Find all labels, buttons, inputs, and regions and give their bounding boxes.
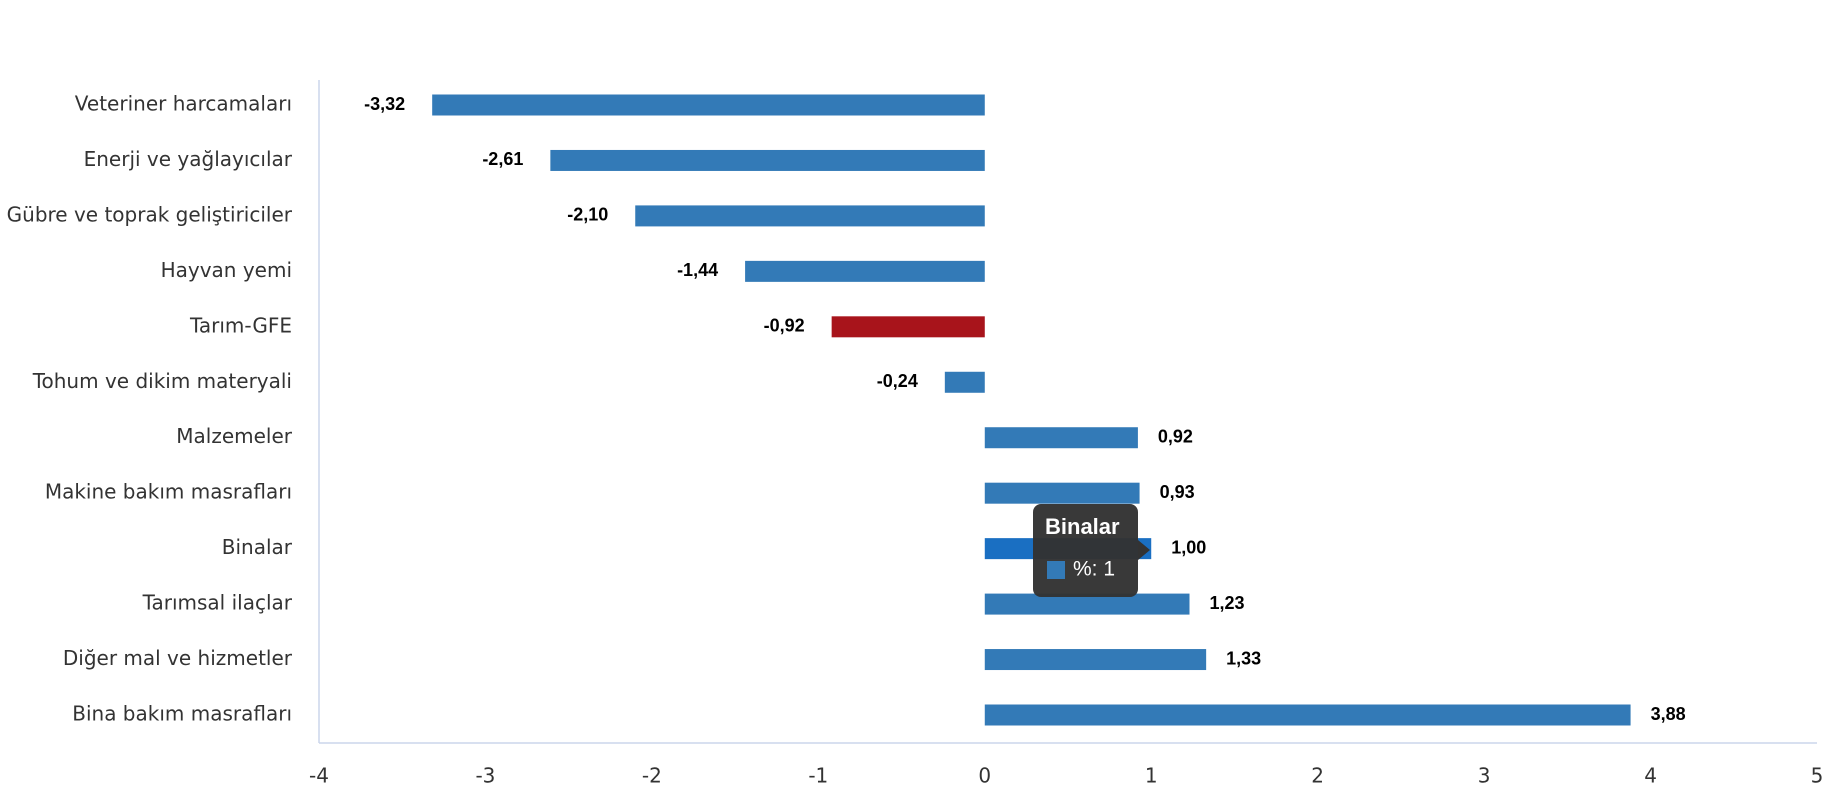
- value-label: -3,32: [364, 94, 405, 114]
- value-label: 0,92: [1158, 426, 1193, 446]
- bar: [635, 205, 985, 227]
- category-label: Veteriner harcamaları: [75, 92, 292, 116]
- value-label: 1,00: [1171, 537, 1206, 557]
- value-label: -0,24: [877, 371, 918, 391]
- x-tick-label: 5: [1811, 764, 1824, 788]
- bar: [831, 316, 985, 338]
- tooltip: Binalar %: 1: [1033, 504, 1150, 597]
- x-tick-label: -1: [808, 764, 828, 788]
- tooltip-label: %: 1: [1073, 558, 1115, 581]
- value-label: 0,93: [1160, 482, 1195, 502]
- category-label: Enerji ve yağlayıcılar: [84, 147, 293, 171]
- tooltip-swatch: [1047, 561, 1065, 579]
- category-label: Tarımsal ilaçlar: [142, 591, 293, 615]
- x-tick-label: 1: [1145, 764, 1158, 788]
- bar: [944, 371, 985, 393]
- x-tick-label: 2: [1311, 764, 1324, 788]
- value-label: -2,10: [567, 205, 608, 225]
- category-label: Binalar: [222, 535, 293, 559]
- x-tick-label: 4: [1644, 764, 1657, 788]
- x-tick-label: 0: [978, 764, 991, 788]
- bar: [984, 704, 1631, 726]
- tooltip-title: Binalar: [1045, 514, 1120, 539]
- value-label: 1,23: [1210, 593, 1245, 613]
- tooltip-arrow: [1138, 540, 1150, 560]
- category-label: Tarım-GFE: [189, 313, 292, 337]
- value-label: -0,92: [764, 316, 805, 336]
- x-tick-label: -2: [642, 764, 662, 788]
- category-label: Bina bakım masrafları: [72, 702, 292, 726]
- category-label: Hayvan yemi: [161, 258, 292, 282]
- x-tick-label: -3: [475, 764, 495, 788]
- category-label: Gübre ve toprak geliştiriciler: [7, 202, 293, 226]
- bar: [984, 593, 1190, 615]
- value-label: 3,88: [1651, 704, 1686, 724]
- category-label: Malzemeler: [176, 424, 293, 448]
- bar: [984, 482, 1140, 504]
- bar: [984, 427, 1138, 449]
- category-label: Diğer mal ve hizmetler: [63, 646, 293, 670]
- value-label: 1,33: [1226, 648, 1261, 668]
- x-tick-label: -4: [309, 764, 329, 788]
- category-label: Tohum ve dikim materyali: [32, 369, 292, 393]
- value-label: -2,61: [482, 149, 523, 169]
- bar: [745, 260, 985, 282]
- value-label: -1,44: [677, 260, 718, 280]
- x-tick-label: 3: [1478, 764, 1491, 788]
- bar: [432, 94, 985, 116]
- bar: [550, 149, 985, 171]
- category-label: Makine bakım masrafları: [45, 480, 292, 504]
- bar: [984, 649, 1207, 671]
